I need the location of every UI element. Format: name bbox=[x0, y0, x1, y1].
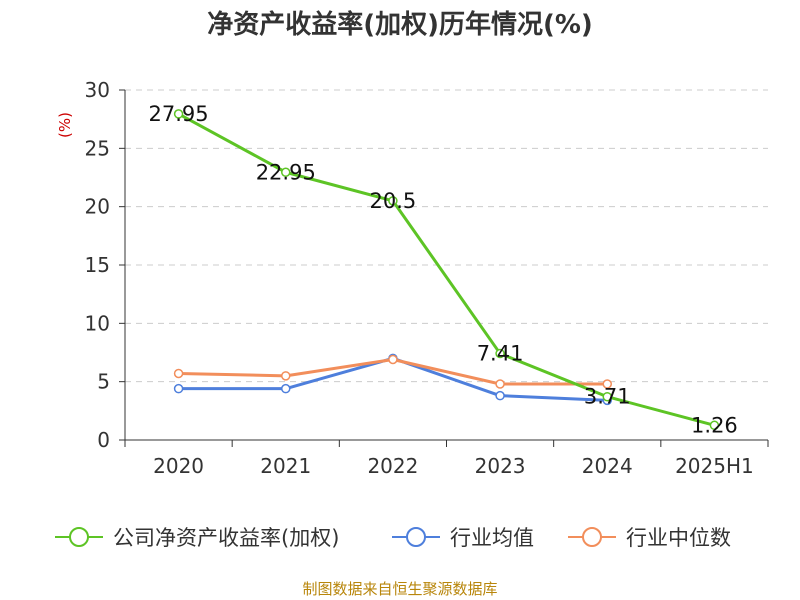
data-point bbox=[495, 379, 505, 389]
series-line bbox=[178, 356, 608, 402]
data-label: 1.26 bbox=[691, 413, 738, 437]
legend-label: 公司净资产收益率(加权) bbox=[113, 526, 339, 550]
x-tick-label: 2023 bbox=[475, 454, 526, 478]
source-footer: 制图数据来自恒生聚源数据库 bbox=[302, 580, 498, 598]
legend-label: 行业均值 bbox=[450, 526, 534, 550]
axes: 0 5 10 15 20 25 30 (%) 2020 2021 2022 2023 2024 2025H… bbox=[56, 78, 769, 478]
legend-swatch-marker bbox=[582, 527, 602, 547]
data-point bbox=[388, 196, 398, 206]
y-tick-label: 30 bbox=[85, 78, 110, 102]
x-tick-label: 2022 bbox=[367, 454, 418, 478]
data-point bbox=[281, 167, 291, 177]
data-point bbox=[173, 109, 184, 119]
y-tick-label: 20 bbox=[85, 195, 110, 219]
series-line bbox=[177, 112, 715, 427]
legend: 公司净资产收益率(加权) 行业均值 行业中位数 bbox=[55, 526, 731, 550]
data-label: 22.95 bbox=[256, 160, 316, 184]
series-points bbox=[173, 109, 720, 431]
data-point bbox=[495, 348, 505, 359]
grid-lines bbox=[125, 89, 768, 383]
data-point bbox=[173, 368, 184, 379]
data-point bbox=[173, 383, 184, 394]
legend-swatch-marker bbox=[69, 527, 89, 547]
y-tick-label: 5 bbox=[97, 370, 110, 394]
y-tick-label: 25 bbox=[85, 136, 110, 160]
data-point bbox=[602, 391, 612, 402]
x-tick-label: 2025H1 bbox=[675, 454, 754, 478]
data-labels: 27.95 22.95 20.5 7.41 3.71 1.26 bbox=[149, 102, 738, 437]
chart-title: 净资产收益率(加权)历年情况(%) bbox=[207, 10, 593, 40]
data-label: 27.95 bbox=[149, 102, 209, 126]
y-tick-label: 10 bbox=[85, 311, 110, 335]
data-point bbox=[495, 390, 505, 401]
x-tick-label: 2024 bbox=[582, 454, 633, 478]
data-point bbox=[281, 371, 291, 381]
data-point bbox=[602, 379, 612, 389]
x-tick-label: 2020 bbox=[153, 454, 204, 478]
data-label: 20.5 bbox=[370, 189, 417, 213]
data-point bbox=[388, 354, 398, 365]
data-label: 3.71 bbox=[584, 385, 631, 409]
y-tick-label: 15 bbox=[85, 253, 110, 277]
y-axis-title: (%) bbox=[56, 112, 74, 138]
data-point bbox=[709, 420, 720, 431]
data-label: 7.41 bbox=[477, 342, 524, 366]
data-point bbox=[281, 383, 291, 394]
x-tick-label: 2021 bbox=[260, 454, 311, 478]
y-tick-label: 0 bbox=[97, 428, 110, 452]
legend-swatch-marker bbox=[406, 527, 426, 547]
legend-label: 行业中位数 bbox=[626, 526, 731, 550]
